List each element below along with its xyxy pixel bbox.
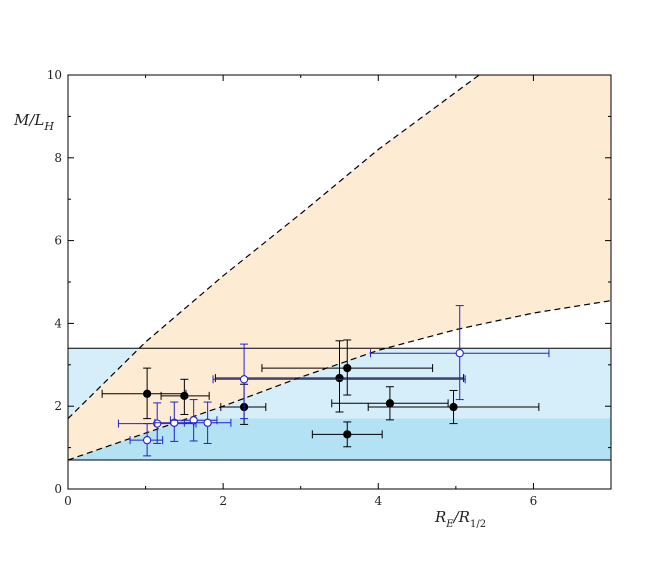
y-tick-label: 0 (54, 482, 62, 496)
x-tick-label: 4 (374, 494, 382, 508)
x-axis-label-main: R (434, 508, 446, 526)
x-axis-label-sub: E (445, 519, 454, 530)
data-point (160, 378, 210, 415)
open-marker (239, 375, 249, 384)
data-point (370, 305, 550, 401)
y-tick-label: 2 (54, 399, 62, 413)
data-point (261, 339, 434, 396)
open-marker (142, 435, 152, 445)
y-axis-label: M/LH (13, 111, 54, 133)
lower-dashed-curve (68, 300, 611, 461)
filled-marker (343, 363, 352, 373)
open-marker (153, 419, 162, 428)
y-tick-label: 8 (54, 151, 62, 165)
open-marker (455, 349, 464, 358)
filled-marker (343, 430, 352, 439)
data-point (214, 340, 465, 413)
data-point (367, 389, 540, 425)
data-layer (101, 305, 550, 457)
open-marker (203, 418, 212, 427)
x-axis-label-mid: /R (452, 508, 470, 526)
upper-dashed-curve (68, 75, 480, 420)
open-marker (189, 416, 198, 425)
filled-marker (180, 391, 189, 400)
data-point (212, 343, 466, 420)
x-tick-label: 0 (64, 494, 72, 508)
shaded-region (68, 75, 611, 461)
y-tick-label: 6 (54, 234, 62, 248)
data-point (169, 399, 218, 442)
curve-layer (68, 75, 611, 461)
data-point (183, 401, 232, 444)
x-axis-label: RE/R1/2 (434, 508, 486, 530)
y-tick-label: 4 (54, 316, 62, 330)
x-axis-label-sub2: 1/2 (470, 519, 486, 530)
y-axis-label-sub: H (43, 120, 54, 133)
filled-marker (385, 399, 395, 408)
tick-layer: 0 2 4 6 0 2 4 6 8 10 (47, 68, 611, 508)
filled-marker (142, 389, 152, 398)
filled-marker (449, 402, 458, 412)
y-axis-label-main: M/L (13, 111, 44, 129)
x-tick-label: 2 (219, 494, 227, 508)
data-point (331, 386, 449, 421)
x-tick-label: 6 (530, 494, 538, 508)
data-point (311, 421, 383, 448)
filled-marker (335, 373, 344, 383)
y-tick-label: 10 (47, 68, 62, 82)
